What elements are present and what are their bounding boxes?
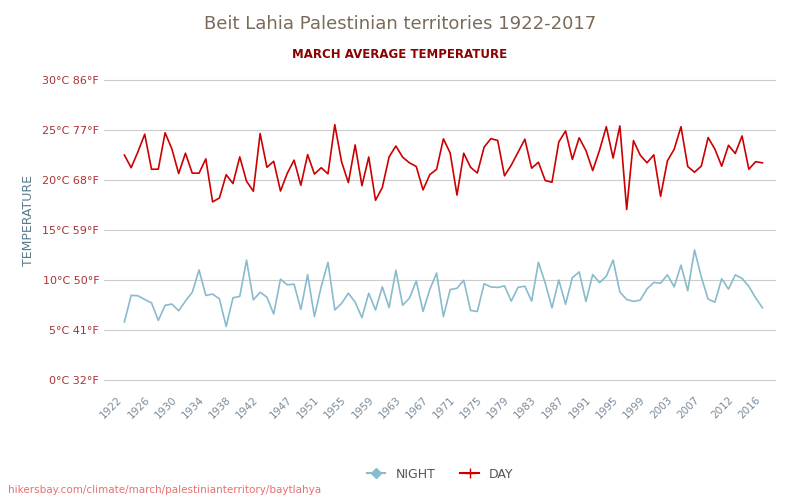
Text: MARCH AVERAGE TEMPERATURE: MARCH AVERAGE TEMPERATURE xyxy=(293,48,507,60)
Y-axis label: TEMPERATURE: TEMPERATURE xyxy=(22,174,35,266)
Legend: NIGHT, DAY: NIGHT, DAY xyxy=(362,463,518,486)
Text: Beit Lahia Palestinian territories 1922-2017: Beit Lahia Palestinian territories 1922-… xyxy=(204,15,596,33)
Text: hikersbay.com/climate/march/palestinianterritory/baytlahya: hikersbay.com/climate/march/palestiniant… xyxy=(8,485,321,495)
